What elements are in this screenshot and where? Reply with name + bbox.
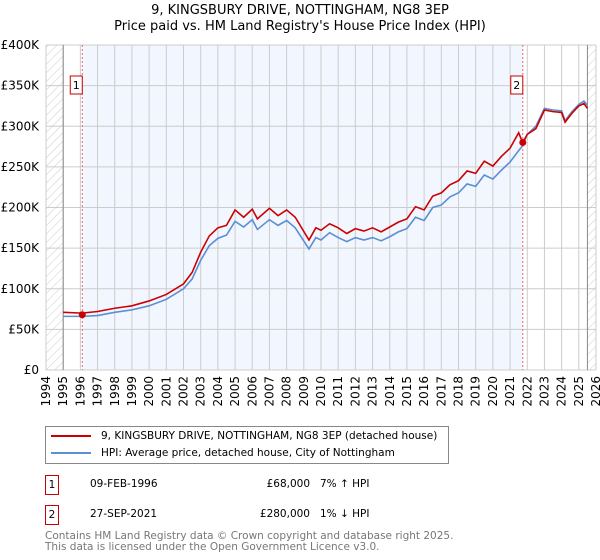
legend-swatch-red [51,435,91,437]
transaction-price: £280,000 [259,508,310,520]
transaction-price: £68,000 [266,478,310,490]
x-tick-label: 2026 [589,376,600,407]
x-tick-label: 2004 [211,376,225,407]
marker-badge: 1 [45,475,59,495]
x-tick-label: 1997 [91,376,105,407]
x-tick-label: 1999 [125,376,139,407]
x-tick-label: 2021 [503,376,517,407]
x-tick-label: 2000 [142,376,156,407]
x-tick-label: 2013 [366,376,380,407]
y-tick-label: £100K [1,282,41,296]
y-tick-label: £300K [1,119,41,133]
chart-subtitle: Price paid vs. HM Land Registry's House … [114,19,486,34]
transaction-date: 27-SEP-2021 [90,508,158,520]
x-tick-label: 2010 [314,376,328,407]
transaction-hpi: 1% ↓ HPI [320,508,370,520]
marker-badge: 2 [45,505,59,525]
sale-label: 1 [73,79,80,92]
legend: 9, KINGSBURY DRIVE, NOTTINGHAM, NG8 3EP … [45,426,449,464]
x-tick-label: 2024 [555,376,569,407]
x-tick-label: 2025 [572,376,586,407]
legend-item-property: 9, KINGSBURY DRIVE, NOTTINGHAM, NG8 3EP … [51,430,437,442]
x-tick-label: 2009 [297,376,311,407]
chart-title: 9, KINGSBURY DRIVE, NOTTINGHAM, NG8 3EP [151,3,449,18]
x-tick-label: 2002 [177,376,191,407]
transaction-hpi: 7% ↑ HPI [320,478,370,490]
y-tick-label: £0 [24,363,39,377]
sale-label: 2 [513,79,520,92]
x-tick-label: 2017 [434,376,448,407]
price-chart: 1994 1995 1996 1997 1998 1999 2000 2001 2002 2003… [1,38,600,407]
x-tick-label: 1995 [56,376,70,407]
x-tick-label: 2023 [537,376,551,407]
x-tick-label: 2012 [348,376,362,407]
x-tick-label: 2001 [159,376,173,407]
legend-label: 9, KINGSBURY DRIVE, NOTTINGHAM, NG8 3EP … [101,430,438,442]
sale-label-box [510,75,524,95]
y-tick-label: £250K [1,160,41,174]
footer-copyright: Contains HM Land Registry data © Crown c… [45,530,454,542]
sale-label-box [69,75,83,95]
x-tick-label: 2007 [262,376,276,407]
x-tick-label: 2014 [383,376,397,407]
x-tick-label: 2005 [228,376,242,407]
x-tick-label: 1996 [73,376,87,407]
x-tick-label: 2019 [469,376,483,407]
x-tick-label: 2003 [194,376,208,407]
footer-licence: This data is licensed under the Open Gov… [45,541,380,553]
y-tick-label: £50K [8,322,40,336]
footer: Contains HM Land Registry data © Crown c… [45,531,453,553]
y-tick-label: £150K [1,241,41,255]
x-tick-label: 2016 [417,376,431,407]
x-tick-label: 2011 [331,376,345,407]
x-tick-label: 1994 [39,376,53,407]
x-tick-label: 2015 [400,376,414,407]
property-price-line [63,102,589,314]
y-tick-label: £400K [1,38,41,52]
legend-swatch-blue [51,452,91,454]
x-tick-label: 2006 [245,376,259,407]
sale-point [78,311,86,319]
legend-label: HPI: Average price, detached house, City… [101,447,395,459]
y-tick-label: £350K [1,79,41,93]
sale-point [519,139,527,146]
x-tick-label: 2022 [520,376,534,407]
x-tick-label: 2020 [486,376,500,407]
y-tick-label: £200K [1,201,41,215]
legend-item-hpi: HPI: Average price, detached house, City… [51,447,395,459]
x-tick-label: 1998 [108,376,122,407]
x-tick-label: 2018 [452,376,466,407]
transaction-date: 09-FEB-1996 [90,478,158,490]
x-tick-label: 2008 [280,376,294,407]
